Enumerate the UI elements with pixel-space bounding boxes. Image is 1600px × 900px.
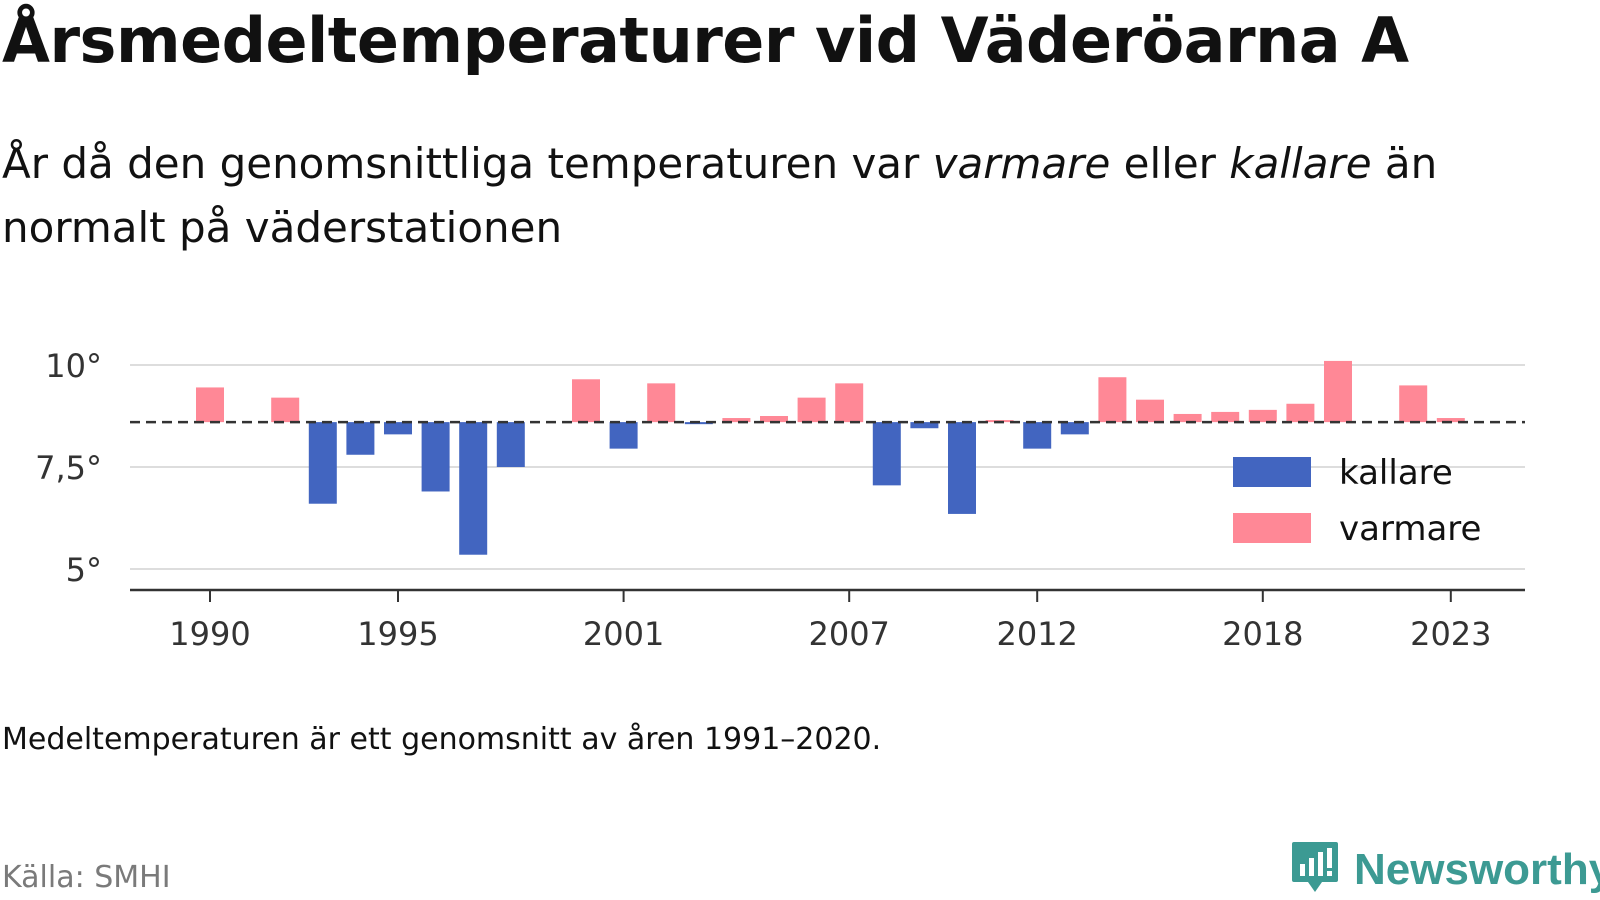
newsworthy-logo[interactable]: Newsworthy — [1290, 840, 1600, 900]
bar-varmare — [1098, 377, 1127, 423]
y-tick-label: 5° — [66, 551, 102, 589]
x-tick-label: 1990 — [169, 615, 250, 653]
legend-label-kallare: kallare — [1339, 453, 1453, 493]
x-tick-label: 1995 — [357, 615, 438, 653]
newsworthy-logo-icon — [1290, 840, 1340, 900]
bar-kallare — [496, 422, 525, 467]
bar-kallare — [609, 422, 638, 449]
legend-swatch-varmare — [1233, 513, 1311, 543]
chart-title: Årsmedeltemperaturer vid Väderöarna A — [2, 4, 1409, 77]
bar-kallare — [1023, 422, 1052, 449]
x-tick-label: 2023 — [1410, 615, 1491, 653]
bar-kallare — [910, 422, 939, 429]
bar-kallare — [384, 422, 412, 435]
bar-varmare — [1324, 360, 1352, 423]
x-tick-label: 2018 — [1222, 615, 1303, 653]
chart-note: Medeltemperaturen är ett genomsnitt av å… — [2, 722, 882, 757]
bar-varmare — [271, 397, 300, 423]
bar-varmare — [647, 383, 676, 423]
source-label: Källa: SMHI — [2, 860, 171, 895]
bar-kallare — [948, 422, 976, 514]
subtitle-part-3: än normalt på väderstationen — [2, 139, 1438, 252]
bar-varmare — [760, 416, 788, 423]
legend-swatch-kallare — [1233, 457, 1311, 487]
bar-kallare — [346, 422, 375, 455]
bar-kallare — [1060, 422, 1089, 435]
bar-varmare — [1286, 403, 1315, 423]
subtitle-warm-word: varmare — [932, 139, 1111, 188]
bar-varmare — [1136, 399, 1164, 423]
chart-subtitle: År då den genomsnittliga temperaturen va… — [2, 132, 1562, 260]
bar-varmare — [1436, 418, 1465, 423]
bar-varmare — [1248, 409, 1277, 423]
bar-varmare — [1211, 411, 1240, 423]
bar-varmare — [835, 383, 864, 423]
bar-kallare — [872, 422, 901, 486]
x-tick-label: 2007 — [808, 615, 889, 653]
temperature-bar-chart: 5° 7,5° 10° 1990 1995 2001 2007 2012 2018 2023 kal… — [35, 347, 1525, 653]
newsworthy-logo-text: Newsworthy — [1354, 845, 1600, 894]
bar-varmare — [572, 379, 600, 423]
bar-varmare — [1399, 385, 1428, 423]
subtitle-part-2: eller — [1110, 139, 1230, 188]
y-tick-label: 7,5° — [35, 449, 102, 487]
subtitle-cold-word: kallare — [1229, 139, 1372, 188]
subtitle-part-1: År då den genomsnittliga temperaturen va… — [2, 139, 933, 188]
x-tick-label: 2001 — [583, 615, 664, 653]
bar-varmare — [196, 387, 224, 423]
x-tick-label: 2012 — [996, 615, 1077, 653]
legend-label-varmare: varmare — [1339, 509, 1481, 549]
bar-kallare — [459, 422, 488, 555]
bar-kallare — [421, 422, 450, 492]
y-tick-label: 10° — [45, 347, 102, 385]
bar-varmare — [1173, 413, 1202, 423]
bar-varmare — [797, 397, 826, 423]
bar-kallare — [308, 422, 337, 504]
bar-varmare — [722, 418, 751, 423]
